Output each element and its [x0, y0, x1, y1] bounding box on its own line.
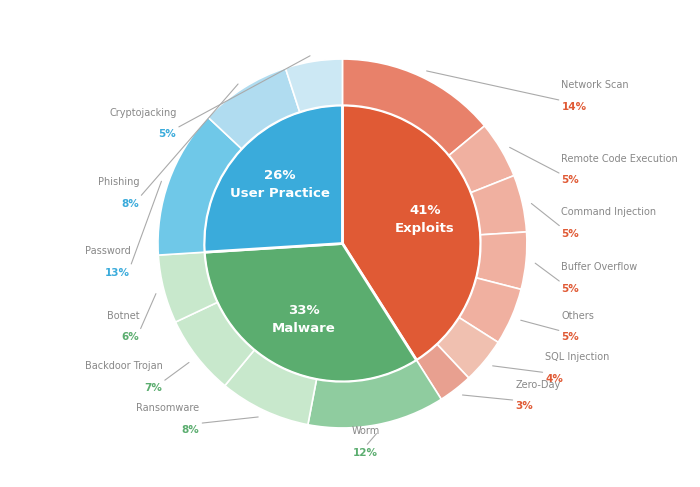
Text: 33%
Malware: 33% Malware: [272, 304, 335, 336]
Text: Command Injection: Command Injection: [561, 207, 657, 217]
Text: 14%: 14%: [561, 102, 587, 112]
Text: 3%: 3%: [515, 401, 533, 412]
Wedge shape: [225, 350, 316, 425]
Text: Cryptojacking: Cryptojacking: [109, 108, 176, 118]
Text: Password: Password: [85, 246, 130, 256]
Text: Ransomware: Ransomware: [136, 403, 199, 413]
Text: 13%: 13%: [105, 268, 130, 278]
Text: 7%: 7%: [145, 383, 162, 393]
Wedge shape: [342, 59, 484, 155]
Text: 5%: 5%: [159, 130, 176, 139]
Wedge shape: [449, 126, 514, 192]
Wedge shape: [158, 117, 242, 255]
Text: 12%: 12%: [353, 448, 378, 458]
Text: Phishing: Phishing: [98, 177, 139, 187]
Text: Zero-Day: Zero-Day: [515, 380, 561, 390]
Wedge shape: [176, 302, 254, 386]
Text: Network Scan: Network Scan: [561, 80, 629, 90]
Wedge shape: [477, 232, 527, 289]
Text: 41%
Exploits: 41% Exploits: [395, 204, 455, 235]
Text: Remote Code Execution: Remote Code Execution: [561, 154, 678, 164]
Text: 5%: 5%: [561, 175, 579, 186]
Wedge shape: [204, 105, 342, 252]
Text: 26%
User Practice: 26% User Practice: [230, 169, 330, 200]
Text: 5%: 5%: [561, 284, 579, 294]
Wedge shape: [308, 360, 441, 428]
Text: Worm: Worm: [351, 426, 379, 436]
Text: SQL Injection: SQL Injection: [545, 352, 610, 362]
Text: 8%: 8%: [122, 199, 139, 208]
Text: Buffer Overflow: Buffer Overflow: [561, 262, 638, 272]
Text: Backdoor Trojan: Backdoor Trojan: [85, 361, 162, 372]
Wedge shape: [158, 252, 217, 322]
Wedge shape: [416, 344, 469, 399]
Text: 5%: 5%: [561, 332, 579, 342]
Text: 8%: 8%: [182, 425, 199, 434]
Wedge shape: [342, 105, 481, 360]
Wedge shape: [437, 318, 498, 378]
Wedge shape: [471, 176, 526, 235]
Wedge shape: [208, 68, 300, 149]
Text: 6%: 6%: [122, 332, 139, 342]
Wedge shape: [459, 278, 521, 342]
Text: Botnet: Botnet: [107, 311, 139, 321]
Wedge shape: [286, 59, 342, 112]
Text: 5%: 5%: [561, 228, 579, 239]
Text: 4%: 4%: [545, 374, 564, 384]
Text: Others: Others: [561, 311, 594, 321]
Wedge shape: [204, 244, 416, 382]
